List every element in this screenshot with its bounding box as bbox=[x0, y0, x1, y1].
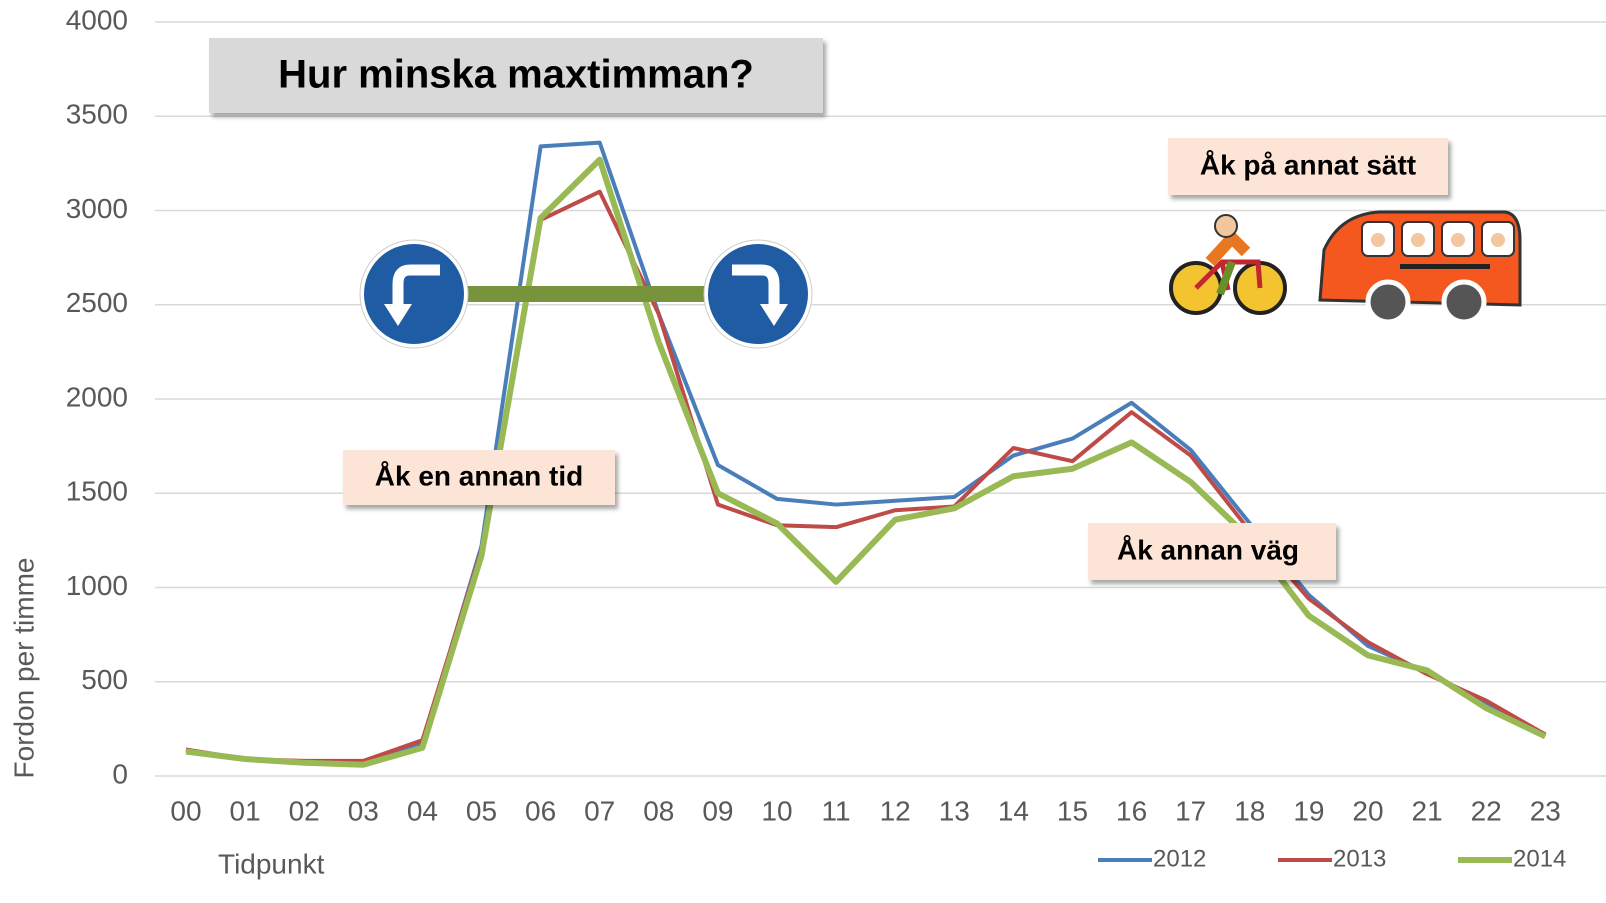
y-axis-title: Fordon per timme bbox=[8, 558, 39, 779]
x-tick-label: 00 bbox=[170, 795, 201, 826]
y-tick-label: 0 bbox=[112, 758, 128, 789]
x-tick-label: 09 bbox=[702, 795, 733, 826]
y-tick-label: 1000 bbox=[66, 570, 128, 601]
x-tick-label: 13 bbox=[939, 795, 970, 826]
x-axis-title: Tidpunkt bbox=[218, 848, 325, 879]
annotation: Åk annan väg bbox=[1117, 534, 1299, 565]
chart-title: Hur minska maxtimman? bbox=[278, 53, 754, 97]
x-tick-label: 16 bbox=[1116, 795, 1147, 826]
y-tick-label: 500 bbox=[81, 664, 128, 695]
x-tick-label: 15 bbox=[1057, 795, 1088, 826]
bicycle-icon bbox=[1171, 215, 1285, 313]
chart: 0 500 1000 1500 2000 2500 3000 3500 4000 00 01 02 03… bbox=[0, 0, 1606, 903]
x-tick-label: 01 bbox=[230, 795, 261, 826]
turn-signs bbox=[360, 240, 812, 348]
x-tick-label: 12 bbox=[880, 795, 911, 826]
grid: 0 500 1000 1500 2000 2500 3000 3500 4000 00 01 02 03… bbox=[66, 4, 1606, 826]
x-tick-label: 04 bbox=[407, 795, 438, 826]
x-tick-label: 21 bbox=[1412, 795, 1443, 826]
y-tick-label: 2500 bbox=[66, 287, 128, 318]
legend-label: 2014 bbox=[1513, 845, 1566, 872]
x-tick-label: 19 bbox=[1293, 795, 1324, 826]
x-tick-label: 22 bbox=[1471, 795, 1502, 826]
y-tick-label: 4000 bbox=[66, 4, 128, 35]
x-tick-label: 10 bbox=[761, 795, 792, 826]
y-tick-label: 3500 bbox=[66, 99, 128, 130]
x-tick-label: 05 bbox=[466, 795, 497, 826]
x-tick-label: 08 bbox=[643, 795, 674, 826]
y-tick-label: 3000 bbox=[66, 193, 128, 224]
annotation: Åk en annan tid bbox=[375, 460, 583, 491]
x-tick-label: 17 bbox=[1175, 795, 1206, 826]
x-tick-label: 14 bbox=[998, 795, 1029, 826]
legend: 2012 2013 2014 bbox=[1098, 845, 1566, 872]
x-tick-label: 02 bbox=[289, 795, 320, 826]
x-tick-label: 06 bbox=[525, 795, 556, 826]
x-tick-label: 03 bbox=[348, 795, 379, 826]
annotation: Åk på annat sätt bbox=[1200, 149, 1416, 180]
x-tick-label: 23 bbox=[1530, 795, 1561, 826]
y-tick-label: 2000 bbox=[66, 381, 128, 412]
x-tick-label: 18 bbox=[1234, 795, 1265, 826]
legend-label: 2013 bbox=[1333, 845, 1386, 872]
page: {"chart_data": {"type": "line", "title":… bbox=[0, 0, 1606, 903]
x-tick-label: 07 bbox=[584, 795, 615, 826]
x-tick-label: 20 bbox=[1352, 795, 1383, 826]
y-tick-label: 1500 bbox=[66, 476, 128, 507]
legend-label: 2012 bbox=[1153, 845, 1206, 872]
x-tick-label: 11 bbox=[822, 795, 851, 826]
